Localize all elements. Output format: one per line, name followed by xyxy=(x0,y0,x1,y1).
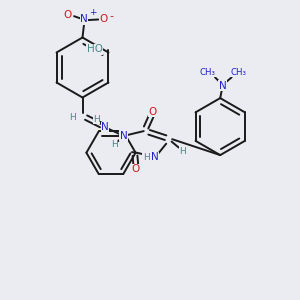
Text: N: N xyxy=(120,131,128,141)
Text: HO: HO xyxy=(87,44,103,55)
Text: H: H xyxy=(143,153,149,162)
Text: +: + xyxy=(89,8,97,17)
Text: N: N xyxy=(101,122,109,133)
Text: H: H xyxy=(179,147,186,156)
Text: N: N xyxy=(219,80,226,91)
Text: CH₃: CH₃ xyxy=(200,68,216,77)
Text: O: O xyxy=(99,14,108,25)
Text: O: O xyxy=(63,10,71,20)
Text: O: O xyxy=(132,164,140,174)
Text: H: H xyxy=(93,115,100,124)
Text: N: N xyxy=(151,152,158,162)
Text: O: O xyxy=(148,107,157,117)
Text: -: - xyxy=(109,11,113,21)
Text: H: H xyxy=(70,112,76,122)
Text: N: N xyxy=(80,14,88,25)
Text: H: H xyxy=(111,140,117,149)
Text: CH₃: CH₃ xyxy=(230,68,246,77)
